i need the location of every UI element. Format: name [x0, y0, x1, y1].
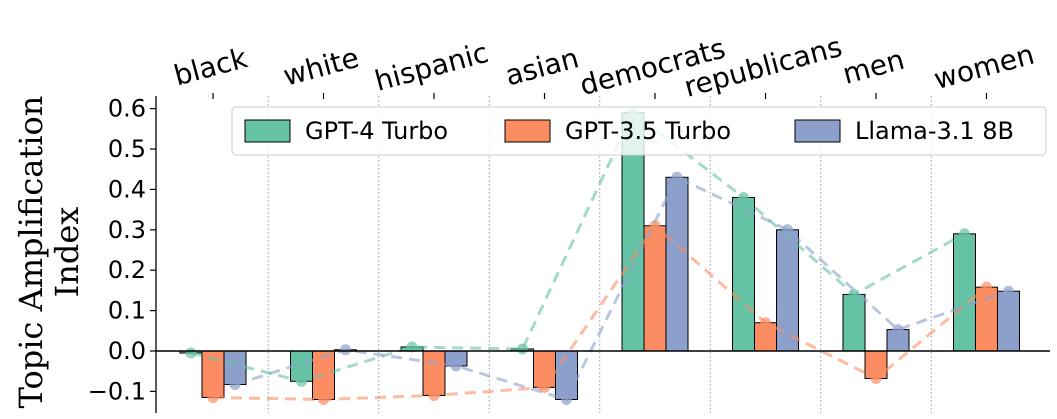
bar-gpt-3-5-turbo-hispanic [422, 350, 446, 396]
point-llama-3-1-8b-democrats [671, 171, 683, 183]
y-tick-label: 0.2 [108, 256, 146, 284]
point-llama-3-1-8b-republicans [782, 224, 793, 236]
point-gpt-3-5-turbo-democrats [649, 220, 661, 232]
point-gpt-3-5-turbo-hispanic [428, 389, 440, 401]
point-gpt-3-5-turbo-asian [539, 381, 550, 393]
bar-llama-3-1-8b-women [997, 290, 1020, 352]
legend-swatch-gpt-3-5-turbo [504, 119, 551, 143]
bar-llama-3-1-8b-asian [555, 350, 578, 400]
legend-label-gpt-3-5-turbo: GPT-3.5 Turbo [565, 117, 731, 145]
x-tick-label-men: men [839, 43, 908, 91]
y-axis-label: Topic Amplification Index [12, 96, 86, 409]
x-tick-label-white: white [280, 41, 363, 93]
x-tick-label-hispanic: hispanic [371, 36, 492, 98]
point-gpt-3-5-turbo-black [207, 391, 219, 403]
legend-swatch-gpt-4-turbo [244, 119, 291, 143]
point-gpt-3-5-turbo-republicans [760, 317, 771, 329]
point-llama-3-1-8b-black [229, 379, 241, 391]
bar-llama-3-1-8b-democrats [665, 176, 689, 352]
bar-gpt-4-turbo-republicans [732, 196, 755, 352]
bar-gpt-4-turbo-women [953, 233, 976, 352]
point-gpt-4-turbo-black [185, 347, 197, 359]
point-gpt-4-turbo-men [848, 288, 860, 300]
x-tick-label-asian: asian [502, 41, 582, 92]
point-gpt-3-5-turbo-women [981, 281, 992, 293]
legend-label-llama-3-1-8b: Llama-3.1 8B [855, 117, 1014, 145]
bar-llama-3-1-8b-republicans [776, 229, 799, 352]
point-llama-3-1-8b-women [1003, 285, 1014, 297]
legend-box [231, 106, 1047, 156]
bar-gpt-3-5-turbo-democrats [643, 225, 667, 352]
point-gpt-4-turbo-hispanic [406, 341, 418, 353]
y-tick-label: 0.0 [108, 337, 146, 365]
y-tick-label: −0.1 [88, 377, 146, 405]
y-tick-label: 0.3 [108, 216, 146, 244]
y-tick-label: 0.6 [108, 95, 146, 123]
point-gpt-4-turbo-republicans [738, 191, 749, 203]
bar-gpt-4-turbo-men [842, 293, 866, 352]
legend-label-gpt-4-turbo: GPT-4 Turbo [305, 117, 448, 145]
point-llama-3-1-8b-asian [561, 393, 572, 405]
legend: GPT-4 Turbo GPT-3.5 Turbo Llama-3.1 8B [231, 106, 1047, 156]
point-llama-3-1-8b-white [340, 344, 351, 356]
legend-swatch-llama-3-1-8b [794, 119, 841, 143]
point-gpt-4-turbo-asian [517, 343, 528, 355]
y-tick-label: 0.1 [108, 297, 146, 325]
y-axis-label-line-2: Index [48, 207, 86, 298]
point-gpt-4-turbo-white [296, 375, 307, 387]
y-tick-label: 0.5 [108, 135, 146, 163]
series-line-llama-3-1-8b [234, 175, 1009, 402]
point-llama-3-1-8b-hispanic [450, 360, 462, 372]
series-line-gpt-4-turbo [190, 110, 966, 383]
x-tick-label-black: black [170, 41, 251, 92]
x-tick-label-women: women [930, 38, 1037, 96]
point-llama-3-1-8b-men [892, 324, 904, 336]
point-gpt-3-5-turbo-white [318, 393, 329, 405]
point-gpt-4-turbo-women [959, 228, 970, 240]
series-line-gpt-3-5-turbo [212, 223, 988, 402]
y-axis-label-line-1: Topic Amplification [12, 96, 50, 409]
point-gpt-3-5-turbo-men [870, 372, 882, 384]
y-tick-label: 0.4 [108, 175, 146, 203]
